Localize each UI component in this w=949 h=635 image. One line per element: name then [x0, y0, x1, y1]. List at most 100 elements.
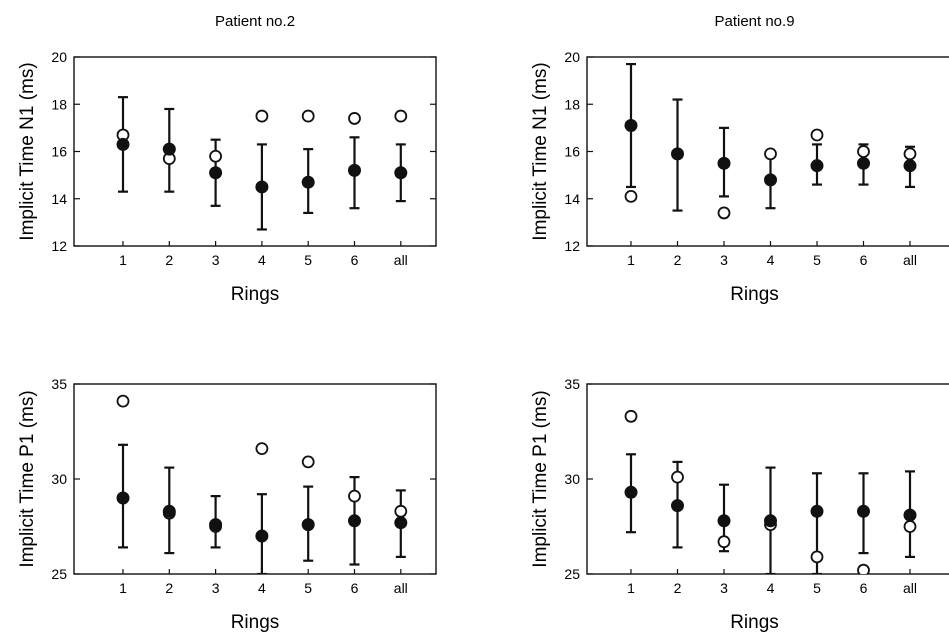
- open-point: [810, 550, 824, 564]
- x-tick-label: 1: [119, 252, 127, 268]
- y-tick-label: 14: [564, 191, 580, 207]
- open-point: [857, 563, 870, 574]
- plot-area: [116, 96, 408, 231]
- filled-point: [348, 163, 361, 177]
- x-tick-label: 4: [767, 252, 775, 268]
- x-tick-label: all: [903, 252, 917, 268]
- x-tick-label: all: [903, 580, 917, 596]
- x-tick-label: 2: [165, 580, 173, 596]
- open-point: [348, 489, 361, 503]
- open-point: [255, 109, 269, 123]
- filled-point: [764, 173, 777, 187]
- filled-point: [394, 516, 408, 530]
- x-tick-label: 5: [304, 252, 312, 268]
- filled-point: [857, 156, 870, 170]
- open-point: [717, 206, 731, 220]
- x-tick-label: 6: [351, 580, 359, 596]
- open-point: [624, 189, 638, 203]
- open-point: [301, 109, 315, 123]
- plot-frame: [586, 383, 949, 575]
- x-tick-label: 5: [813, 580, 821, 596]
- filled-point: [810, 504, 824, 518]
- x-tick-label: 3: [720, 580, 728, 596]
- chart-panel-4: 25 30 35 1 2 3 4 5 6 all Rings Implicit Time P1 (ms…: [530, 376, 949, 633]
- filled-point: [671, 499, 684, 513]
- y-tick-label: 35: [564, 376, 580, 392]
- filled-point: [209, 166, 223, 180]
- open-point: [255, 442, 269, 456]
- open-point: [394, 504, 408, 518]
- x-tick-label: 3: [212, 580, 220, 596]
- x-tick-label: 5: [304, 580, 312, 596]
- x-tick-label: 6: [860, 252, 868, 268]
- filled-point: [764, 514, 777, 528]
- filled-point: [301, 518, 315, 532]
- y-axis-label: Implicit Time P1 (ms): [17, 390, 38, 567]
- open-point: [671, 470, 684, 484]
- y-tick-label: 18: [51, 96, 67, 112]
- y-tick-label: 16: [51, 144, 67, 160]
- open-point: [209, 149, 223, 163]
- y-tick-label: 25: [564, 566, 580, 582]
- x-axis-label: Rings: [231, 612, 280, 633]
- chart-title: Patient no.2: [215, 13, 295, 30]
- x-tick-label: 4: [258, 252, 266, 268]
- open-point: [394, 109, 408, 123]
- x-tick-label: 3: [212, 252, 220, 268]
- filled-point: [903, 159, 917, 173]
- plot-area: [624, 409, 917, 574]
- x-tick-label: 5: [813, 252, 821, 268]
- plot-area: [624, 62, 917, 220]
- x-tick-label: 4: [767, 580, 775, 596]
- open-point: [348, 112, 361, 125]
- x-tick-label: 2: [165, 252, 173, 268]
- x-tick-label: 3: [720, 252, 728, 268]
- filled-point: [116, 491, 130, 505]
- filled-point: [162, 504, 176, 518]
- filled-point: [857, 504, 870, 518]
- x-tick-label: 1: [627, 580, 635, 596]
- filled-point: [162, 142, 176, 156]
- open-point: [810, 128, 824, 142]
- filled-point: [255, 180, 269, 194]
- y-tick-label: 30: [564, 471, 580, 487]
- x-tick-label: 6: [351, 252, 359, 268]
- filled-point: [624, 119, 638, 133]
- x-tick-label: all: [394, 252, 408, 268]
- x-axis-label: Rings: [730, 612, 779, 633]
- filled-point: [717, 514, 731, 528]
- y-axis-label: Implicit Time N1 (ms): [17, 62, 38, 240]
- y-axis-label: Implicit Time N1 (ms): [530, 62, 551, 240]
- plot-frame: [73, 56, 437, 247]
- x-tick-label: 4: [258, 580, 266, 596]
- open-point: [903, 520, 917, 533]
- open-point: [624, 409, 638, 423]
- y-tick-label: 16: [564, 144, 580, 160]
- chart-panel-3: 25 30 35 1 2 3 4 5 6 all Rings Implicit Time P1 (ms…: [17, 376, 437, 633]
- open-point: [301, 455, 315, 469]
- filled-point: [671, 147, 684, 161]
- y-tick-label: 30: [51, 471, 67, 487]
- y-tick-label: 18: [564, 96, 580, 112]
- open-point: [116, 394, 130, 408]
- y-tick-label: 20: [564, 49, 580, 65]
- x-axis-label: Rings: [231, 284, 280, 305]
- filled-point: [255, 529, 269, 543]
- chart-title: Patient no.9: [714, 13, 794, 30]
- filled-point: [903, 508, 917, 522]
- y-tick-label: 12: [51, 238, 67, 254]
- y-tick-label: 35: [51, 376, 67, 392]
- open-point: [764, 147, 777, 161]
- filled-point: [394, 166, 408, 180]
- y-tick-label: 12: [564, 238, 580, 254]
- filled-point: [624, 485, 638, 499]
- y-tick-label: 20: [51, 49, 67, 65]
- x-tick-label: 1: [627, 252, 635, 268]
- x-tick-label: all: [394, 580, 408, 596]
- open-point: [857, 145, 870, 158]
- x-tick-label: 6: [860, 580, 868, 596]
- y-tick-label: 14: [51, 191, 67, 207]
